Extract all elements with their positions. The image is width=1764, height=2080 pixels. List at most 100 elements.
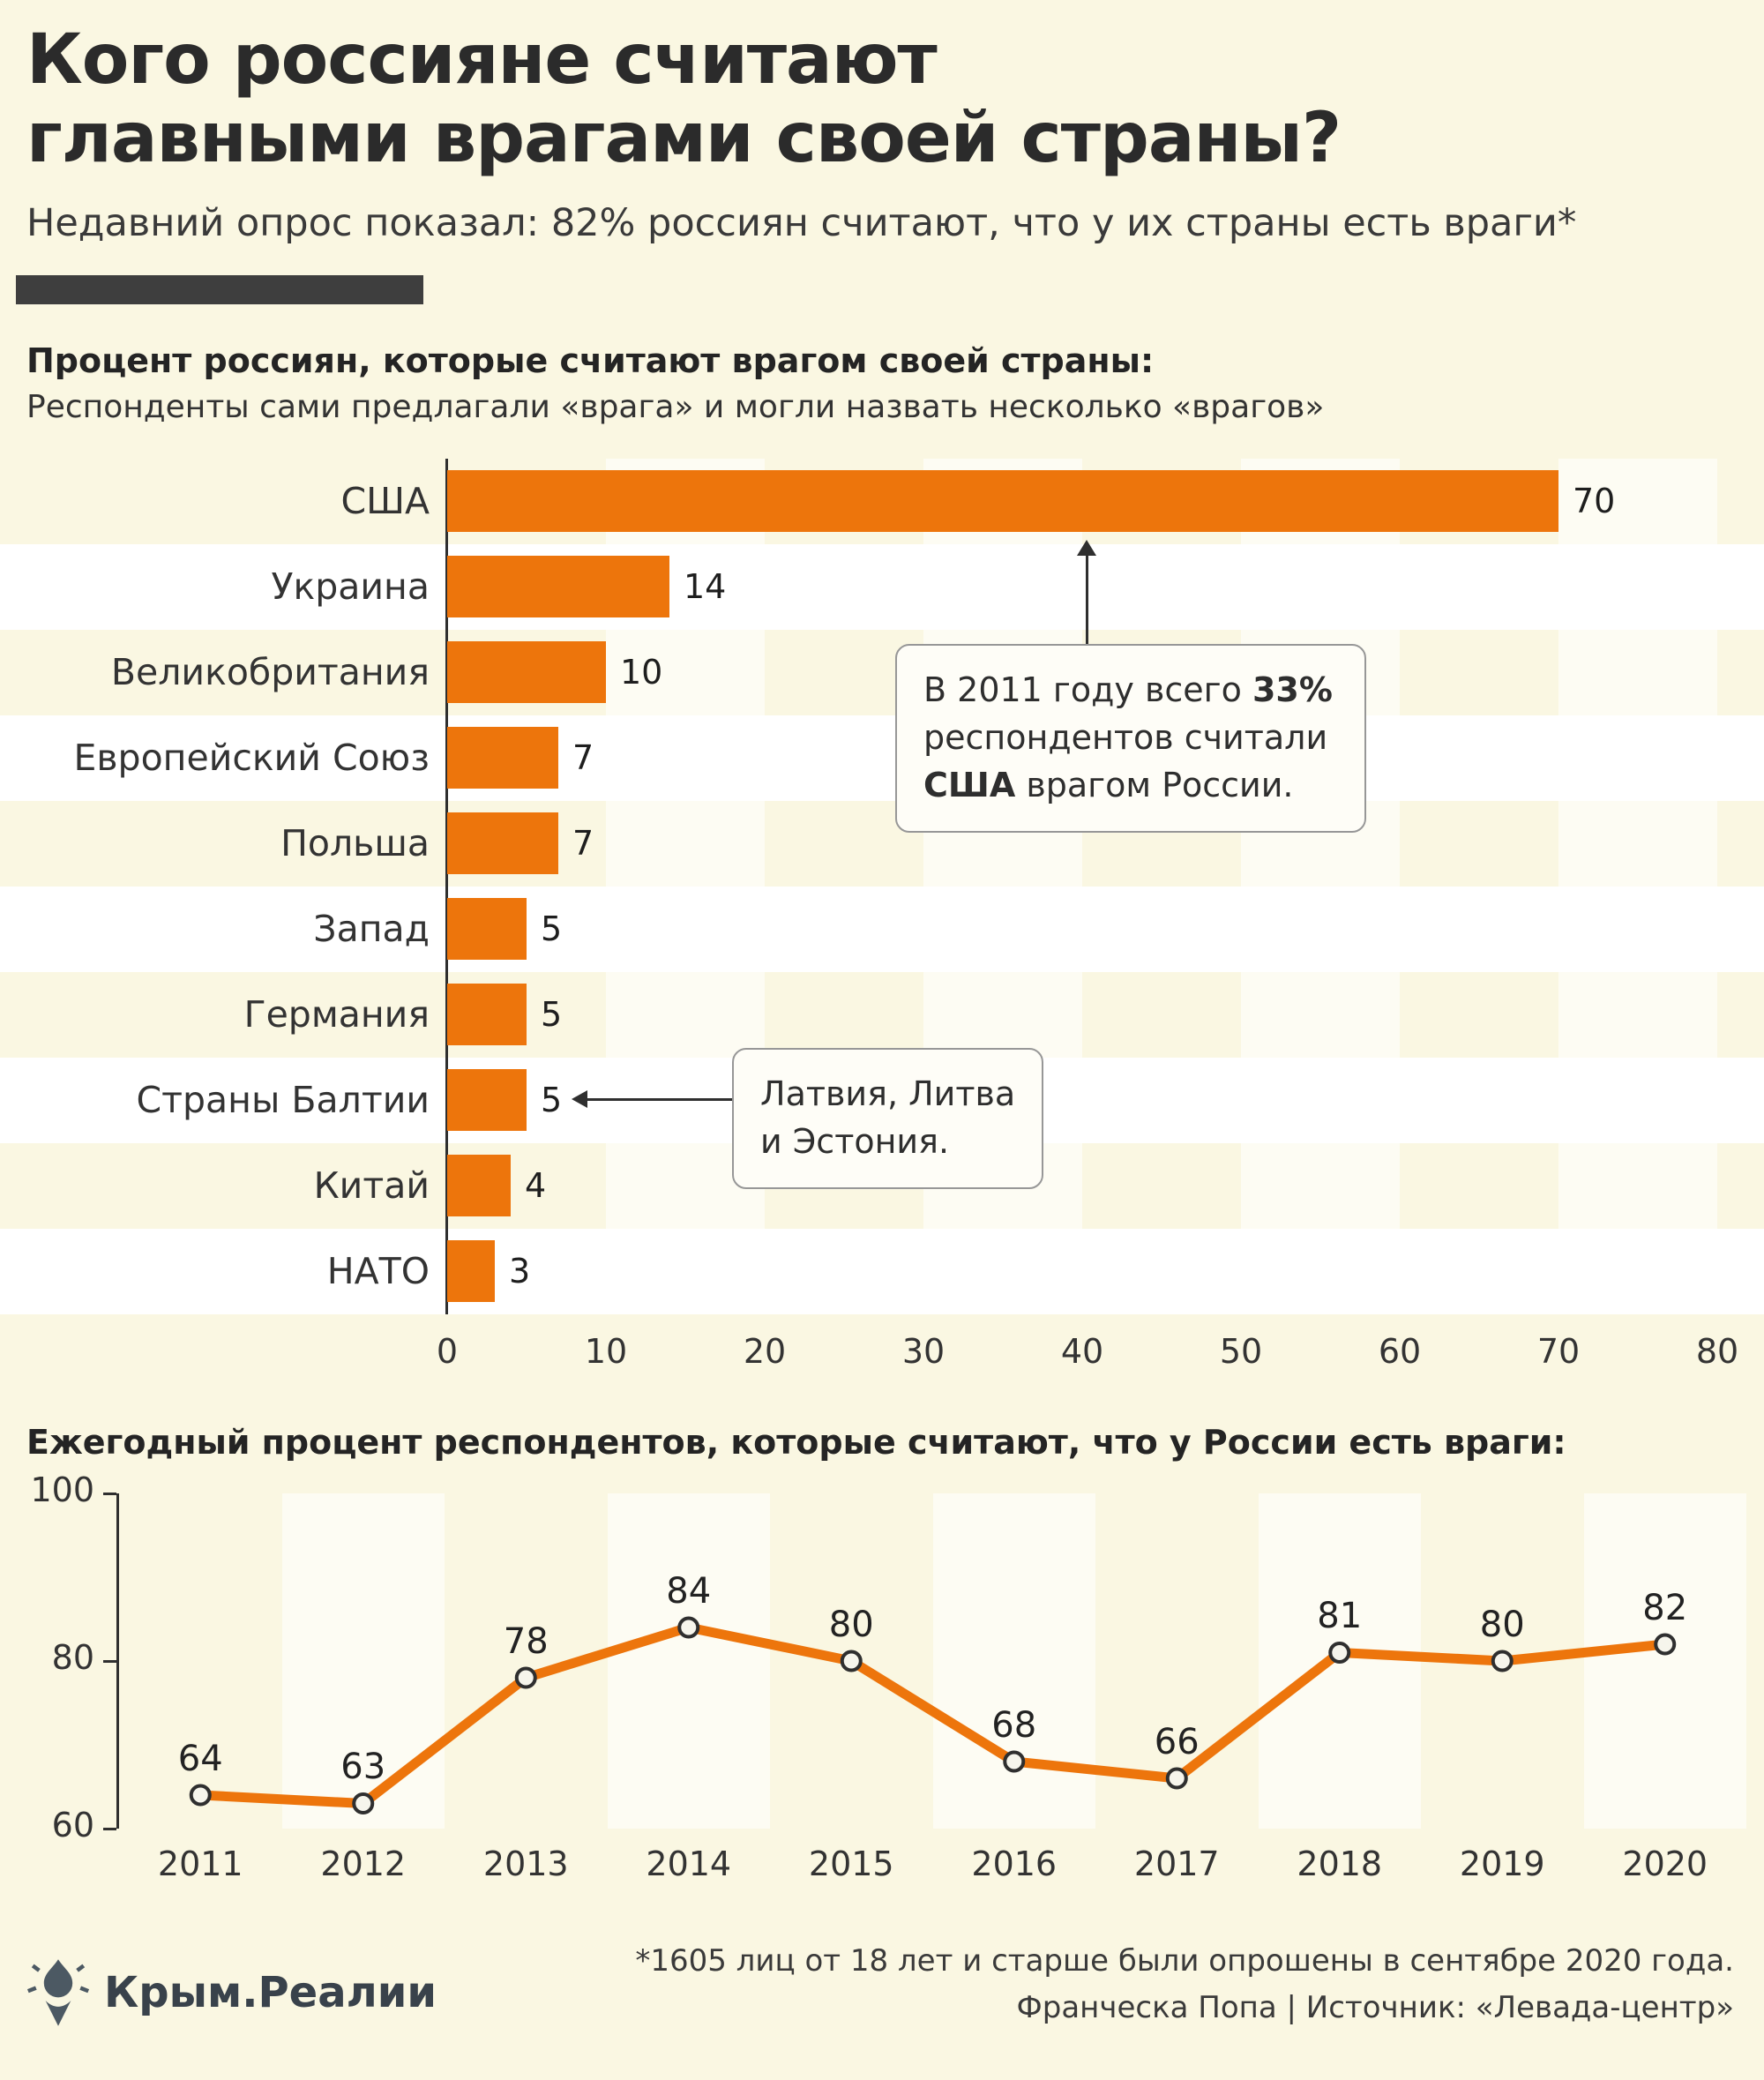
callout-text-segment: врагом России.: [1015, 765, 1294, 804]
page-title: Кого россияне считают главными врагами св…: [26, 21, 1738, 178]
bar-category-label: Великобритания: [110, 651, 430, 694]
line-point: [352, 1792, 375, 1814]
bar-value-label: 4: [525, 1166, 547, 1206]
bar-category-label: НАТО: [326, 1250, 430, 1293]
bar-category-label: Германия: [243, 993, 430, 1036]
row-stripe: [0, 1228, 1764, 1314]
line-chart-heading: Ежегодный процент респондентов, которые …: [26, 1422, 1566, 1462]
x-axis-year-label: 2015: [808, 1844, 894, 1883]
line-point: [514, 1666, 537, 1689]
callout-text-segment: 33%: [1252, 670, 1333, 709]
bar-chart-note: Респонденты сами предлагали «врага» и мо…: [26, 388, 1325, 425]
line-point: [189, 1784, 212, 1807]
bar-value-label: 7: [572, 738, 594, 778]
y-axis-label: 80: [51, 1637, 94, 1677]
x-axis-year-label: 2018: [1297, 1844, 1383, 1883]
point-value-label: 66: [1154, 1721, 1200, 1762]
point-value-label: 82: [1642, 1587, 1688, 1628]
column-stripe: [932, 1493, 1095, 1829]
bar-value-label: 5: [541, 995, 563, 1035]
footnotes: *1605 лиц от 18 лет и старше были опроше…: [635, 1938, 1734, 2031]
x-axis-tick-label: 80: [1695, 1331, 1739, 1371]
y-axis-tick: [103, 1492, 116, 1495]
x-axis-tick-label: 60: [1378, 1331, 1422, 1371]
x-axis-tick-label: 0: [436, 1331, 459, 1371]
line-point: [1003, 1750, 1026, 1773]
point-value-label: 68: [991, 1704, 1037, 1746]
bar-value-label: 70: [1573, 482, 1616, 521]
bar: [447, 983, 527, 1045]
bar: [447, 555, 669, 617]
bar: [447, 1239, 495, 1302]
x-axis-tick-label: 40: [1060, 1331, 1104, 1371]
x-axis-tick-label: 70: [1536, 1331, 1581, 1371]
bar-value-label: 14: [684, 567, 727, 607]
line-chart: 100 80 60 64 2011 63 2012 78 2013 84 2014 80 2015 68 2…: [0, 1470, 1764, 1903]
point-value-label: 64: [177, 1738, 223, 1779]
callout-baltics: Латвия, Литва и Эстония.: [732, 1047, 1044, 1189]
x-axis-tick-label: 30: [901, 1331, 946, 1371]
brand-name: Крым.Реалии: [104, 1968, 437, 2018]
y-axis-tick: [103, 1659, 116, 1663]
line-point: [677, 1616, 700, 1639]
line-point: [840, 1650, 863, 1672]
y-axis-label: 60: [51, 1805, 94, 1844]
x-axis-year-label: 2012: [320, 1844, 407, 1883]
y-axis-line: [116, 1493, 119, 1829]
callout-arrow-line: [587, 1097, 732, 1101]
infographic-page: { "page": { "title_line1": "Кого россиян…: [0, 21, 1764, 2080]
footnote-survey: *1605 лиц от 18 лет и старше были опроше…: [635, 1942, 1734, 1979]
footer: Крым.Реалии *1605 лиц от 18 лет и старше…: [0, 1903, 1764, 2031]
point-value-label: 81: [1317, 1596, 1363, 1637]
column-stripe: [1558, 458, 1717, 1314]
bar: [447, 726, 558, 789]
bar-value-label: 10: [620, 653, 663, 692]
x-axis-year-label: 2013: [482, 1844, 569, 1883]
x-axis-tick-label: 50: [1219, 1331, 1263, 1371]
trend-line: [195, 1622, 1671, 1808]
page-title-line1: Кого россияне считают: [26, 20, 938, 100]
brand-logo: Крым.Реалии: [26, 1955, 437, 2031]
bar: [447, 1068, 527, 1131]
callout-text-segment: респондентов считали: [923, 717, 1328, 757]
row-stripe: [0, 715, 1764, 801]
x-axis-year-label: 2014: [646, 1844, 732, 1883]
column-stripe: [1583, 1493, 1746, 1829]
x-axis-year-label: 2019: [1459, 1844, 1545, 1883]
bar-value-label: 7: [572, 824, 594, 864]
bar-category-label: Польша: [280, 822, 430, 865]
torch-logo-icon: [26, 1959, 90, 2026]
bar: [447, 1154, 511, 1216]
x-axis-year-label: 2016: [971, 1844, 1058, 1883]
footnote-credit: Франческа Попа | Источник: «Левада-центр…: [1016, 1989, 1735, 2025]
line-point: [1165, 1767, 1188, 1790]
bar-value-label: 5: [541, 909, 563, 949]
point-value-label: 84: [666, 1570, 712, 1612]
x-axis-year-label: 2017: [1133, 1844, 1220, 1883]
x-axis-year-label: 2011: [157, 1844, 243, 1883]
row-stripe: [0, 543, 1764, 630]
column-stripe: [607, 1493, 770, 1829]
bar-category-label: Украина: [271, 565, 430, 609]
bar-chart-heading: Процент россиян, которые считают врагом …: [26, 340, 1155, 380]
arrow-up-head: [1077, 539, 1096, 556]
callout-usa-2011: В 2011 году всего 33% респондентов счита…: [895, 643, 1366, 833]
callout-text-segment: США: [923, 765, 1016, 804]
point-value-label: 80: [1479, 1604, 1525, 1645]
callout-arrow-line: [1086, 555, 1088, 644]
bar: [447, 897, 527, 960]
line-point: [1491, 1650, 1514, 1672]
arrow-left-head: [572, 1089, 587, 1108]
bar-category-label: Запад: [313, 908, 430, 951]
x-axis-tick-label: 10: [584, 1331, 628, 1371]
divider-bar: [16, 274, 423, 304]
bar: [447, 469, 1558, 532]
bar-category-label: Страны Балтии: [136, 1079, 430, 1122]
line-chart-plot: [189, 1616, 1677, 1814]
callout-text-line: и Эстония.: [760, 1121, 950, 1161]
bar-chart: США 70 Украина 14 Великобритания 10 Европейски…: [0, 458, 1764, 1380]
bar-category-label: Китай: [313, 1164, 430, 1208]
bar-value-label: 5: [541, 1081, 563, 1120]
point-value-label: 80: [828, 1604, 874, 1645]
point-value-label: 63: [340, 1747, 386, 1788]
